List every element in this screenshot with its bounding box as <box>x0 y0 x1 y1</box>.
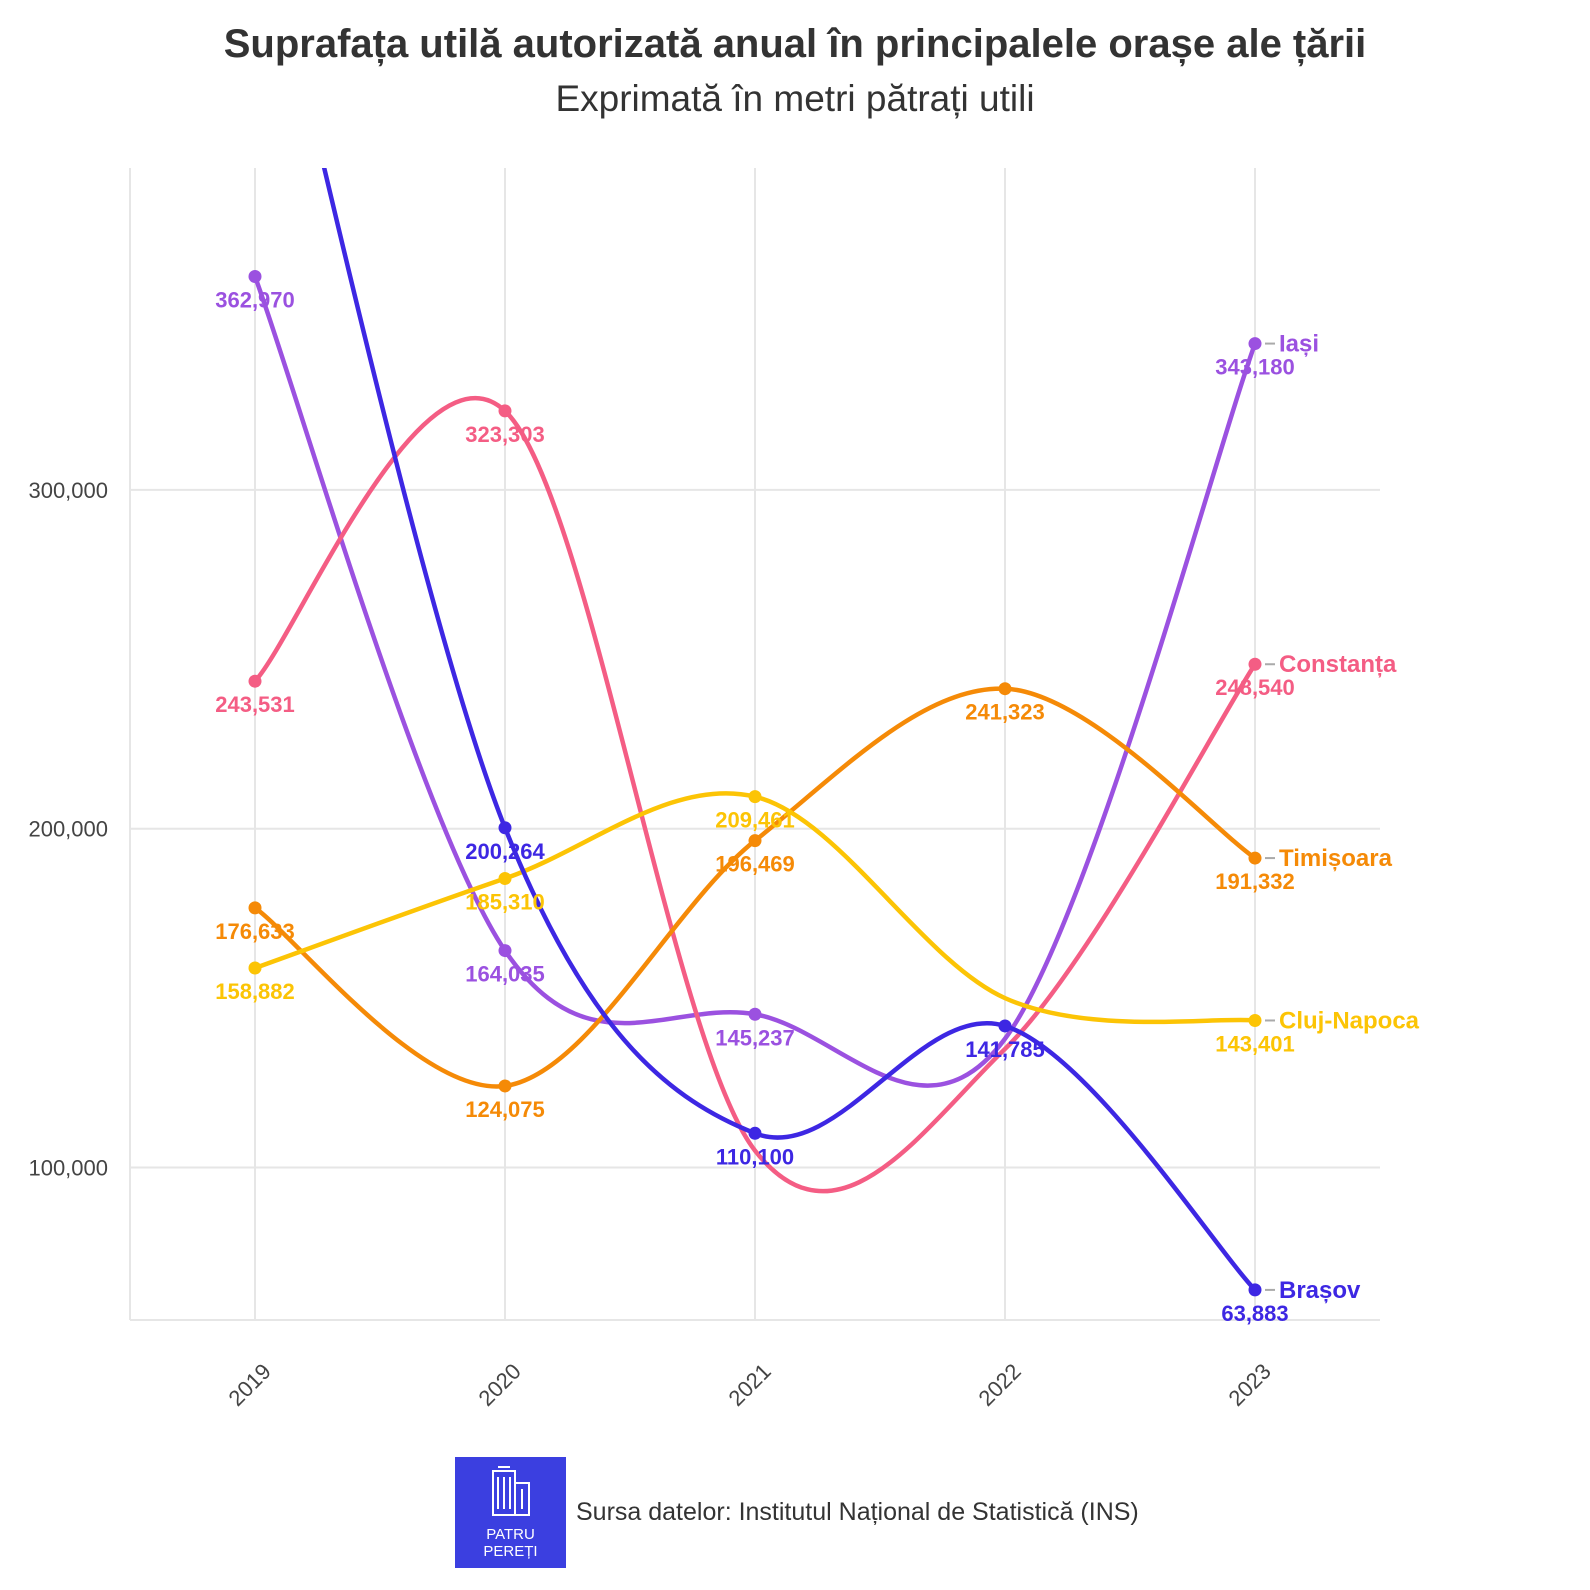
data-label-constanta: 243,531 <box>215 692 295 717</box>
data-label-timisoara: 124,075 <box>465 1097 545 1122</box>
data-point-constanta <box>248 674 262 688</box>
data-label-constanta: 248,540 <box>1215 675 1295 700</box>
series-end-label-brasov: Brașov <box>1279 1277 1361 1304</box>
data-point-timisoara <box>998 682 1012 696</box>
series-points <box>248 270 1262 1297</box>
series-end-label-cluj-napoca: Cluj-Napoca <box>1279 1007 1420 1034</box>
y-tick-label: 300,000 <box>28 478 108 503</box>
line-chart: 100,000 200,000 300,000 2019 2020 2021 2022 202… <box>28 168 1420 1411</box>
series-end-label-constanta: Constanța <box>1279 651 1397 678</box>
data-point-timisoara <box>248 901 262 915</box>
data-point-brasov <box>498 821 512 835</box>
footer: PATRU PEREȚI Sursa datelor: Institutul N… <box>455 1457 1139 1568</box>
grid <box>130 168 1380 1320</box>
series-end-label-timisoara: Timișoara <box>1279 845 1393 872</box>
data-label-iasi: 145,237 <box>715 1025 795 1050</box>
data-label-timisoara: 196,469 <box>715 852 795 877</box>
y-tick-label: 100,000 <box>28 1156 108 1181</box>
series-line-constanta <box>252 396 1258 1194</box>
x-tick-label: 2021 <box>724 1359 776 1411</box>
data-label-timisoara: 241,323 <box>965 700 1045 725</box>
data-label-iasi: 362,970 <box>215 288 295 313</box>
x-tick-label: 2019 <box>224 1359 276 1411</box>
building-icon <box>492 1466 530 1516</box>
y-tick-label: 200,000 <box>28 817 108 842</box>
data-label-brasov: 141,785 <box>965 1037 1045 1062</box>
chart-title: Suprafața utilă autorizată anual în prin… <box>223 22 1367 66</box>
data-point-constanta <box>498 404 512 418</box>
data-point-iasi <box>498 944 512 958</box>
data-point-brasov <box>998 1019 1012 1033</box>
data-label-iasi: 164,035 <box>465 962 545 987</box>
data-point-constanta <box>1248 657 1262 671</box>
data-label-cluj-napoca: 143,401 <box>1215 1031 1295 1056</box>
data-label-timisoara: 191,332 <box>1215 869 1295 894</box>
chart-subtitle: Exprimată în metri pătrați utili <box>555 78 1035 119</box>
logo: PATRU PEREȚI <box>455 1457 566 1568</box>
data-label-cluj-napoca: 185,310 <box>465 889 545 914</box>
data-point-iasi <box>748 1007 762 1021</box>
data-point-cluj-napoca <box>248 961 262 975</box>
data-label-brasov: 110,100 <box>716 1144 794 1169</box>
data-label-constanta: 323,303 <box>465 422 545 447</box>
data-point-cluj-napoca <box>498 871 512 885</box>
data-point-cluj-napoca <box>748 790 762 804</box>
series-line-timisoara <box>252 686 1258 1089</box>
data-point-brasov <box>1248 1283 1262 1297</box>
data-point-timisoara <box>1248 851 1262 865</box>
x-tick-label: 2020 <box>474 1359 526 1411</box>
data-point-brasov <box>748 1126 762 1140</box>
data-point-cluj-napoca <box>1248 1013 1262 1027</box>
data-label-cluj-napoca: 209,461 <box>715 808 795 833</box>
data-point-timisoara <box>498 1079 512 1093</box>
data-point-timisoara <box>748 834 762 848</box>
series-end-label-iasi: Iași <box>1279 331 1319 358</box>
logo-text: PATRU PEREȚI <box>483 1526 538 1560</box>
series-line-brasov <box>321 168 1258 1293</box>
data-label-iasi: 343,180 <box>1215 355 1295 380</box>
data-label-timisoara: 176,633 <box>215 919 295 944</box>
series-end-labels: Iași Constanța Timișoara Cluj-Napoca Brașov <box>1265 331 1420 1304</box>
data-point-iasi <box>1248 337 1262 351</box>
data-point-iasi <box>248 270 262 284</box>
data-label-cluj-napoca: 158,882 <box>215 979 295 1004</box>
data-label-brasov: 63,883 <box>1221 1301 1288 1326</box>
source-note: Sursa datelor: Institutul Național de St… <box>576 1498 1139 1526</box>
x-tick-label: 2023 <box>1224 1359 1276 1411</box>
data-labels: 362,970 164,035 145,237 343,180 243,531 323,3… <box>215 288 1295 1326</box>
data-label-brasov: 200,264 <box>465 839 545 864</box>
x-tick-label: 2022 <box>974 1359 1026 1411</box>
